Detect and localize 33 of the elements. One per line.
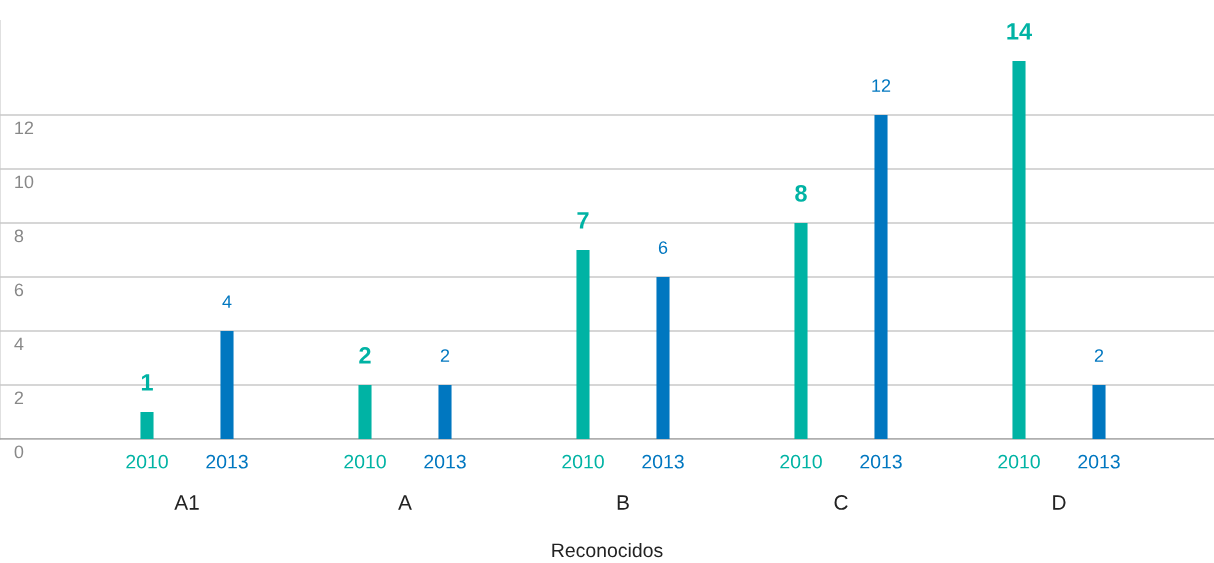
data-label: 14	[1007, 23, 1032, 40]
x-tick-label: A	[398, 495, 412, 510]
y-tick-label: 10	[15, 175, 34, 189]
y-tick-label: 4	[14, 337, 24, 351]
data-label: 8	[795, 184, 807, 202]
x-tick-label: C	[834, 495, 848, 510]
data-label: 7	[577, 212, 589, 229]
text: 2010	[998, 454, 1040, 469]
text: 2013	[860, 454, 902, 469]
x-axis-title: Reconocidos	[552, 542, 663, 558]
series-label: 2013	[424, 454, 466, 469]
data-label: 2	[359, 346, 371, 364]
text: 2013	[1078, 454, 1120, 469]
y-tick-label: 12	[15, 121, 34, 135]
data-label: 1	[141, 374, 153, 391]
data-label: 2	[440, 349, 450, 362]
y-tick-label: 6	[14, 283, 24, 297]
data-label: 2	[1094, 349, 1104, 362]
text: 2010	[562, 454, 604, 469]
y-tick-label: 2	[14, 391, 24, 405]
x-tick-label: B	[617, 495, 629, 510]
data-label: 12	[872, 79, 891, 92]
series-label: 2010	[344, 454, 386, 469]
y-tick-label: 8	[14, 229, 24, 243]
data-label: 4	[222, 295, 232, 308]
text: 2013	[206, 454, 248, 469]
text: 2013	[642, 454, 684, 469]
y-tick-label: 0	[14, 445, 24, 459]
x-tick-label: D	[1053, 495, 1066, 510]
text: 2010	[780, 454, 822, 469]
text: 2010	[126, 454, 168, 469]
x-tick-label: A1	[174, 495, 199, 510]
data-label: 6	[658, 241, 668, 254]
